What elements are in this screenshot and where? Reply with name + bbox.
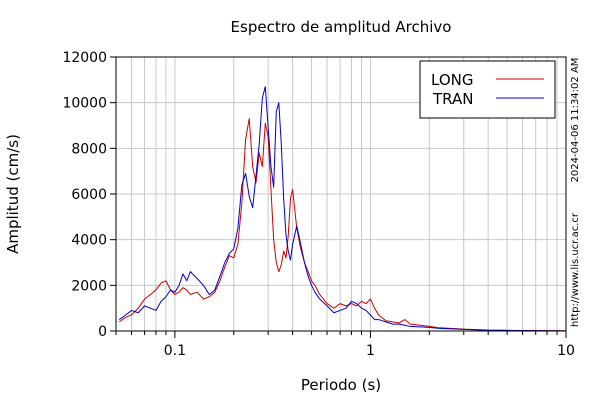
y-tick-label: 2000 bbox=[71, 278, 107, 294]
legend: LONG TRAN bbox=[419, 60, 556, 119]
x-tick-label: 1 bbox=[366, 343, 375, 359]
chart-title: Espectro de amplitud Archivo bbox=[231, 18, 452, 36]
y-tick-label: 10000 bbox=[62, 96, 107, 112]
series-line-long bbox=[119, 118, 567, 332]
series-layer bbox=[119, 86, 567, 332]
y-tick-label: 8000 bbox=[71, 141, 107, 157]
ticks: 0 2000 4000 6000 8000 10000 12000 0.1 1 10 bbox=[62, 50, 574, 359]
y-tick-label: 6000 bbox=[71, 187, 107, 203]
y-tick-label: 0 bbox=[98, 324, 107, 340]
legend-label-long: LONG bbox=[431, 71, 473, 89]
source-url-text: http://www.lis.ucr.ac.cr bbox=[570, 212, 581, 327]
y-axis-label: Amplitud (cm/s) bbox=[4, 134, 22, 254]
timestamp-text: 2024-04-06 11:34:02 AM bbox=[570, 58, 581, 183]
x-tick-label: 0.1 bbox=[164, 343, 186, 359]
y-tick-label: 4000 bbox=[71, 233, 107, 249]
series-line-tran bbox=[119, 86, 567, 332]
legend-box bbox=[419, 60, 556, 119]
x-tick-label: 10 bbox=[557, 343, 575, 359]
grid bbox=[115, 56, 567, 332]
x-axis-label: Periodo (s) bbox=[301, 376, 381, 394]
y-tick-label: 12000 bbox=[62, 50, 107, 66]
legend-label-tran: TRAN bbox=[432, 90, 473, 108]
